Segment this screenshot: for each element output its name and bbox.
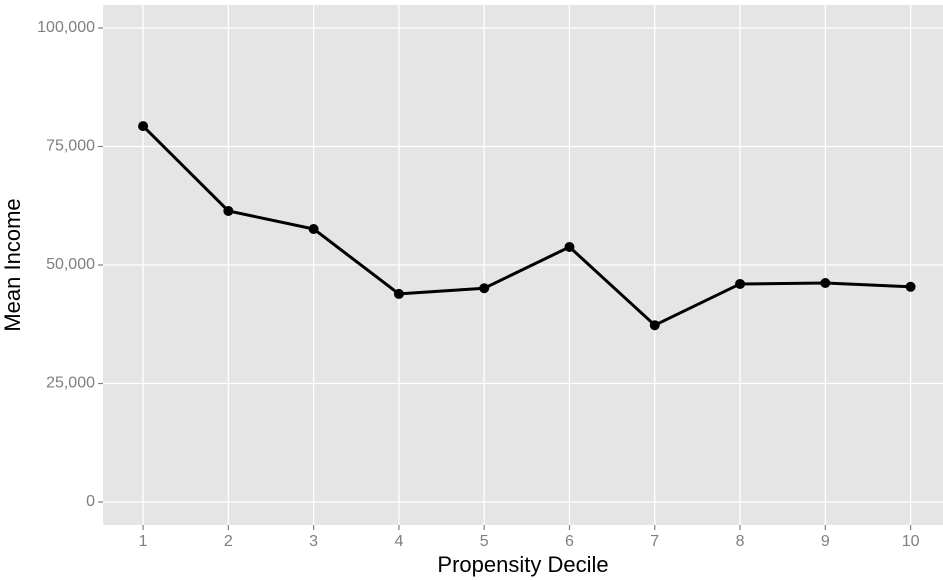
x-tick-label: 4 bbox=[394, 533, 403, 550]
series-line bbox=[142, 125, 911, 327]
x-tick-label: 3 bbox=[309, 533, 318, 550]
data-point bbox=[649, 320, 660, 331]
x-tick-label: 8 bbox=[736, 533, 745, 550]
x-tick-label: 10 bbox=[902, 533, 920, 550]
y-tick-label: 50,000 bbox=[46, 256, 95, 273]
x-tick-label: 6 bbox=[565, 533, 574, 550]
x-tick-label: 9 bbox=[821, 533, 830, 550]
data-point bbox=[393, 288, 404, 299]
y-tick-label: 100,000 bbox=[37, 19, 95, 36]
data-point bbox=[479, 283, 490, 294]
x-tick-label: 5 bbox=[480, 533, 489, 550]
y-axis-title: Mean Income bbox=[0, 198, 25, 331]
x-tick-label: 1 bbox=[139, 533, 148, 550]
x-tick-label: 7 bbox=[650, 533, 659, 550]
y-tick-label: 75,000 bbox=[46, 138, 95, 155]
y-tick-label: 0 bbox=[86, 493, 95, 510]
y-tick-label: 25,000 bbox=[46, 375, 95, 392]
x-tick-label: 2 bbox=[224, 533, 233, 550]
data-point bbox=[308, 223, 319, 234]
data-point bbox=[564, 241, 575, 252]
data-point bbox=[223, 205, 234, 216]
data-point bbox=[820, 278, 831, 289]
data-point bbox=[735, 278, 746, 289]
x-axis-title: Propensity Decile bbox=[437, 552, 608, 577]
data-point bbox=[905, 281, 916, 292]
data-point bbox=[138, 121, 149, 132]
